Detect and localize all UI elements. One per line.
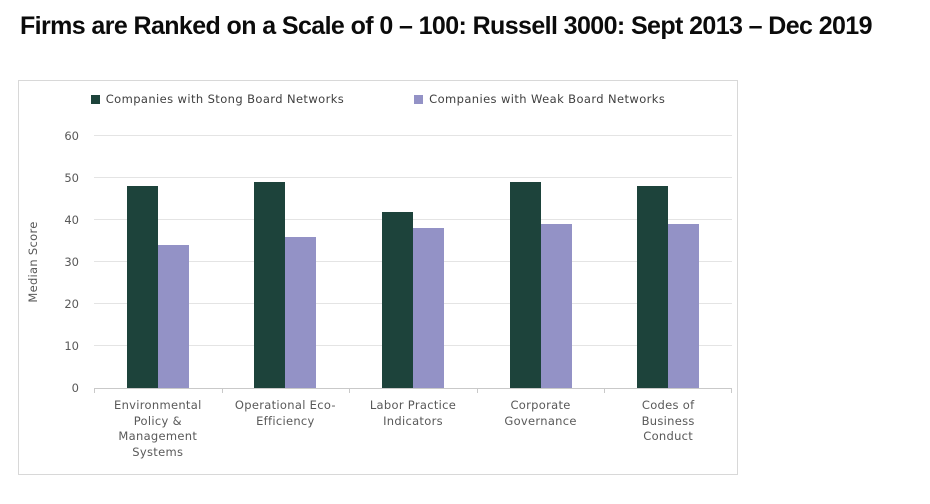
x-tick-mark [476, 389, 478, 393]
bar-weak-networks [412, 228, 444, 388]
chart-panel: Companies with Stong Board Networks Compa… [18, 80, 738, 475]
x-category-label: Operational Eco- Efficiency [234, 398, 336, 428]
x-category-label: Codes of Business Conduct [641, 398, 695, 443]
legend-item-0: Companies with Stong Board Networks [90, 92, 345, 106]
bar-group [94, 136, 222, 388]
y-tick-label: 20 [64, 297, 79, 311]
bar-strong-networks [637, 186, 669, 388]
x-tick-mark [731, 389, 732, 393]
x-tick-mark [94, 389, 95, 393]
x-tick-mark [604, 389, 606, 393]
bar-strong-networks [509, 182, 541, 388]
gridline [94, 177, 732, 178]
bar-strong-networks [126, 186, 158, 388]
bar-weak-networks [285, 236, 317, 388]
y-tick-label: 60 [64, 129, 79, 143]
bar-weak-networks [668, 224, 700, 388]
x-category-label: Labor Practice Indicators [369, 398, 457, 428]
bar-strong-networks [254, 182, 286, 388]
chart-legend: Companies with Stong Board Networks Compa… [19, 92, 737, 106]
y-tick-label: 50 [64, 171, 79, 185]
x-tick-mark [221, 389, 223, 393]
legend-swatch-icon [414, 94, 424, 104]
bar-strong-networks [381, 211, 413, 388]
page-title: Firms are Ranked on a Scale of 0 – 100: … [20, 12, 873, 40]
x-category-label: Corporate Governance [504, 398, 577, 428]
y-tick-label: 40 [64, 213, 79, 227]
x-tick-mark [349, 389, 351, 393]
x-category-label: Environmental Policy & Management Systems [114, 398, 202, 459]
bar-group [349, 136, 477, 388]
bar-groups [94, 136, 732, 388]
x-axis-category-labels: Environmental Policy & Management Systems Op… [94, 398, 732, 460]
y-tick-label: 0 [71, 381, 79, 395]
bar-group [222, 136, 350, 388]
bar-group [604, 136, 732, 388]
bar-group [477, 136, 605, 388]
y-tick-label: 10 [64, 339, 79, 353]
gridline [94, 135, 732, 136]
legend-item-1: Companies with Weak Board Networks [414, 92, 665, 106]
legend-swatch-icon [90, 94, 100, 104]
bar-weak-networks [540, 224, 572, 388]
y-tick-label: 30 [64, 255, 79, 269]
legend-label: Companies with Weak Board Networks [429, 92, 666, 106]
y-axis-title: Median Score [26, 221, 40, 303]
bar-weak-networks [157, 245, 189, 388]
gridline [94, 219, 732, 220]
plot-area [94, 135, 732, 393]
legend-label: Companies with Stong Board Networks [105, 92, 345, 106]
